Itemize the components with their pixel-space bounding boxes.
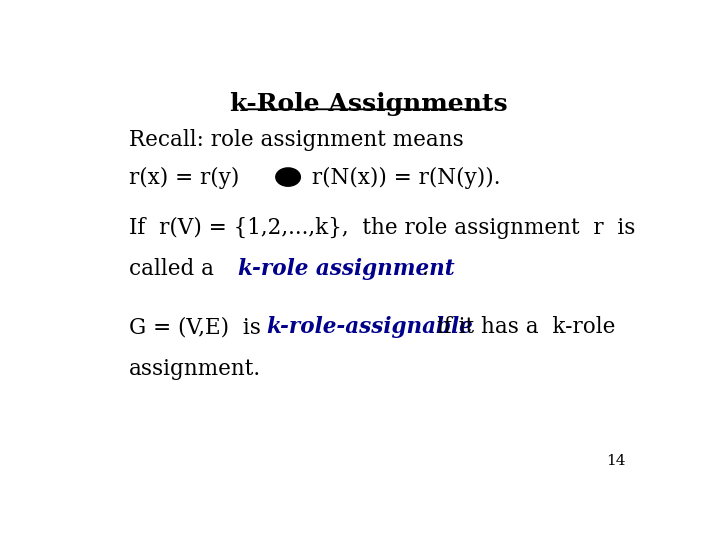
Text: If  r(V) = {1,2,...,k},  the role assignment  r  is: If r(V) = {1,2,...,k}, the role assignme…	[129, 217, 636, 239]
Text: r(N(x)) = r(N(y)).: r(N(x)) = r(N(y)).	[305, 167, 500, 189]
Text: Recall: role assignment means: Recall: role assignment means	[129, 129, 464, 151]
Text: k-role assignment: k-role assignment	[238, 258, 454, 280]
Text: .: .	[422, 258, 429, 280]
Text: 14: 14	[606, 454, 626, 468]
Circle shape	[276, 168, 300, 186]
Text: k-role-assignable: k-role-assignable	[266, 316, 472, 339]
Text: r(x) = r(y): r(x) = r(y)	[129, 167, 253, 189]
Text: called a: called a	[129, 258, 228, 280]
Text: G = (V,E)  is: G = (V,E) is	[129, 316, 275, 339]
Text: assignment.: assignment.	[129, 358, 261, 380]
Text: k-Role Assignments: k-Role Assignments	[230, 92, 508, 116]
Text: if it has a  k-role: if it has a k-role	[431, 316, 616, 339]
